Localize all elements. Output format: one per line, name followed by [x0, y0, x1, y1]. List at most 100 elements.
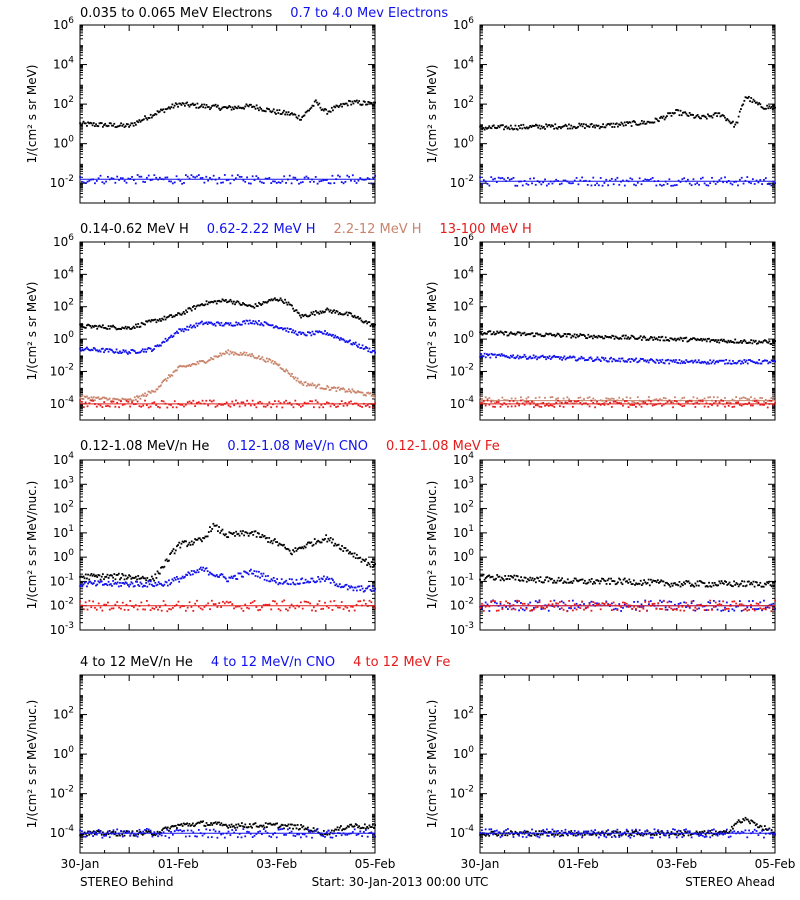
- data-point: [132, 124, 135, 127]
- data-point: [607, 336, 610, 339]
- data-point: [536, 576, 538, 579]
- y-tick-label: 100: [53, 330, 74, 346]
- data-point: [609, 179, 611, 182]
- data-point: [701, 176, 704, 179]
- data-point: [659, 398, 661, 401]
- y-axis-label: 1/(cm² s sr MeV): [425, 282, 439, 381]
- data-point: [532, 354, 535, 357]
- data-point: [533, 335, 536, 337]
- data-point: [552, 355, 554, 358]
- data-point: [81, 323, 84, 326]
- data-point: [251, 572, 253, 575]
- data-point: [571, 609, 574, 612]
- data-point: [579, 607, 582, 609]
- data-point: [190, 540, 193, 543]
- data-point: [686, 400, 689, 403]
- data-point: [649, 600, 652, 603]
- data-point: [288, 328, 291, 331]
- data-point: [224, 321, 227, 324]
- data-point: [503, 178, 506, 181]
- data-point: [177, 105, 179, 108]
- data-point: [133, 350, 136, 353]
- data-point: [168, 337, 170, 339]
- data-point: [173, 104, 176, 107]
- data-point: [688, 582, 691, 585]
- data-point: [562, 397, 565, 400]
- data-point: [512, 128, 515, 131]
- data-point: [98, 574, 101, 577]
- data-point: [693, 360, 696, 363]
- data-point: [646, 120, 649, 123]
- data-point: [261, 303, 264, 305]
- data-point: [636, 338, 639, 340]
- data-point: [545, 332, 548, 335]
- data-point: [223, 602, 226, 605]
- data-point: [179, 546, 182, 549]
- data-point: [481, 398, 483, 400]
- data-point: [204, 535, 207, 538]
- data-point: [214, 300, 217, 303]
- data-point: [361, 558, 364, 561]
- data-point: [527, 183, 530, 186]
- data-point: [168, 315, 170, 318]
- data-point: [190, 174, 193, 177]
- data-point: [180, 329, 183, 332]
- data-point: [702, 361, 705, 364]
- data-point: [367, 350, 370, 353]
- data-point: [343, 388, 346, 391]
- data-point: [735, 121, 738, 124]
- data-point: [328, 539, 331, 542]
- data-point: [352, 555, 355, 558]
- data-point: [330, 577, 333, 580]
- data-point: [351, 586, 354, 589]
- data-point: [603, 603, 606, 605]
- data-point: [366, 177, 369, 179]
- data-point: [621, 122, 624, 125]
- data-point: [655, 118, 658, 121]
- data-point: [251, 322, 253, 325]
- data-point: [224, 350, 227, 353]
- data-point: [242, 320, 244, 323]
- data-point: [181, 328, 184, 331]
- y-tick-label: 102: [453, 298, 474, 314]
- data-point: [568, 333, 570, 335]
- data-point: [190, 309, 193, 312]
- data-point: [168, 559, 170, 562]
- data-point: [91, 398, 94, 401]
- data-point: [173, 332, 176, 335]
- data-point: [192, 609, 195, 612]
- data-point: [204, 362, 207, 364]
- data-point: [494, 333, 496, 336]
- data-point: [293, 310, 296, 312]
- data-point: [514, 357, 517, 360]
- data-point: [267, 300, 269, 303]
- data-point: [628, 578, 631, 581]
- data-point: [113, 582, 116, 585]
- data-point: [495, 401, 498, 404]
- data-point: [359, 600, 362, 603]
- data-point: [329, 537, 332, 539]
- data-point: [722, 359, 725, 362]
- data-point: [145, 599, 148, 602]
- data-point: [240, 401, 243, 404]
- data-point: [640, 603, 643, 606]
- data-point: [190, 401, 193, 404]
- data-point: [188, 307, 191, 309]
- data-point: [239, 351, 242, 354]
- data-point: [145, 117, 148, 120]
- data-point: [123, 582, 126, 585]
- data-point: [733, 405, 736, 408]
- data-point: [194, 103, 197, 106]
- data-point: [201, 176, 204, 179]
- data-point: [596, 336, 599, 339]
- data-point: [92, 396, 95, 399]
- data-point: [202, 304, 205, 307]
- data-point: [716, 584, 718, 587]
- data-point: [258, 301, 260, 304]
- data-point: [88, 599, 91, 602]
- data-point: [345, 549, 348, 552]
- data-point: [298, 404, 300, 406]
- data-point: [669, 337, 672, 340]
- data-point: [115, 398, 118, 401]
- data-point: [264, 301, 267, 303]
